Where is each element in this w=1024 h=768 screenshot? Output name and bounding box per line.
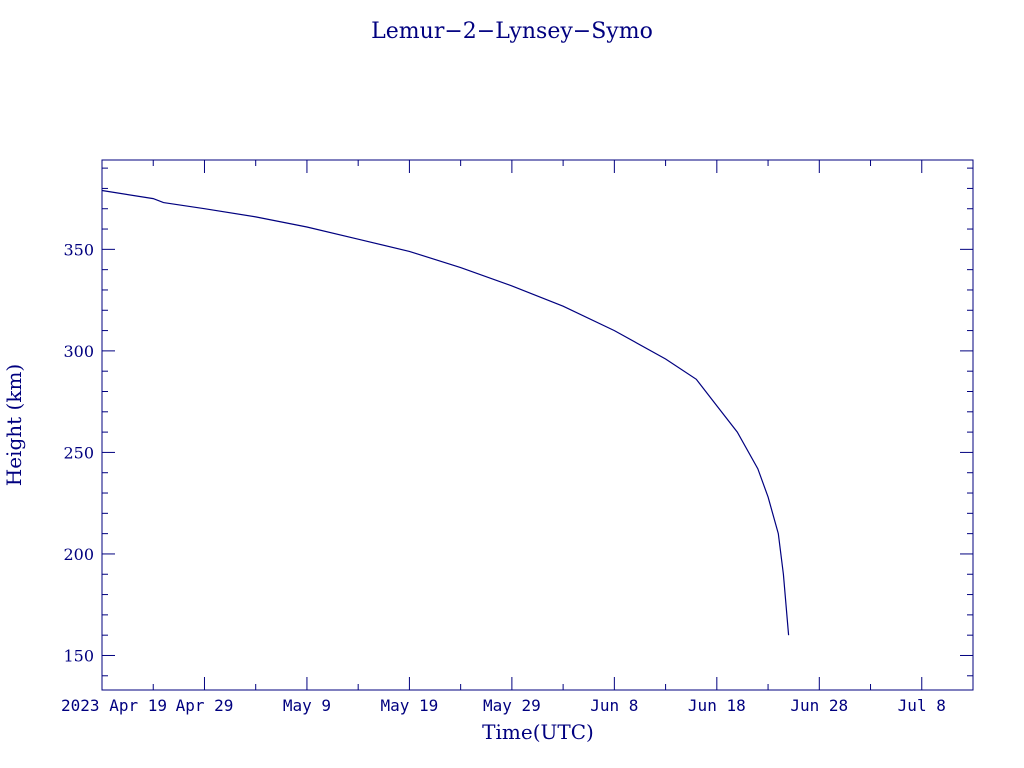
x-tick-label: Jul 8: [898, 696, 946, 715]
series-layer: [101, 189, 790, 636]
x-tick-label: May 19: [381, 696, 439, 715]
x-tick-label: Jun 18: [688, 696, 746, 715]
x-axis-ticks: 2023 Apr 19 Apr 29 May 9 May 19 May 29 Jun 8 J…: [61, 160, 974, 715]
x-tick-label: May 29: [483, 696, 541, 715]
plot-frame: [101, 159, 974, 691]
x-tick-label: May 9: [283, 696, 331, 715]
y-axis-ticks: 150 200 250 300 350: [63, 167, 973, 677]
y-tick-label: 300: [63, 342, 94, 361]
y-tick-label: 250: [63, 443, 94, 462]
x-axis-label: Time(UTC): [482, 720, 594, 744]
height-series-line: [101, 189, 790, 636]
chart-title: Lemur−2−Lynsey−Symo: [371, 19, 653, 44]
x-tick-label: Apr 29: [176, 696, 234, 715]
x-tick-label: Jun 28: [790, 696, 848, 715]
y-axis-label: Height (km): [2, 364, 26, 486]
x-tick-label: 2023 Apr 19: [61, 696, 167, 715]
y-tick-label: 200: [63, 545, 94, 564]
y-tick-label: 150: [63, 646, 94, 665]
x-tick-label: Jun 8: [590, 696, 638, 715]
y-tick-label: 350: [63, 240, 94, 259]
